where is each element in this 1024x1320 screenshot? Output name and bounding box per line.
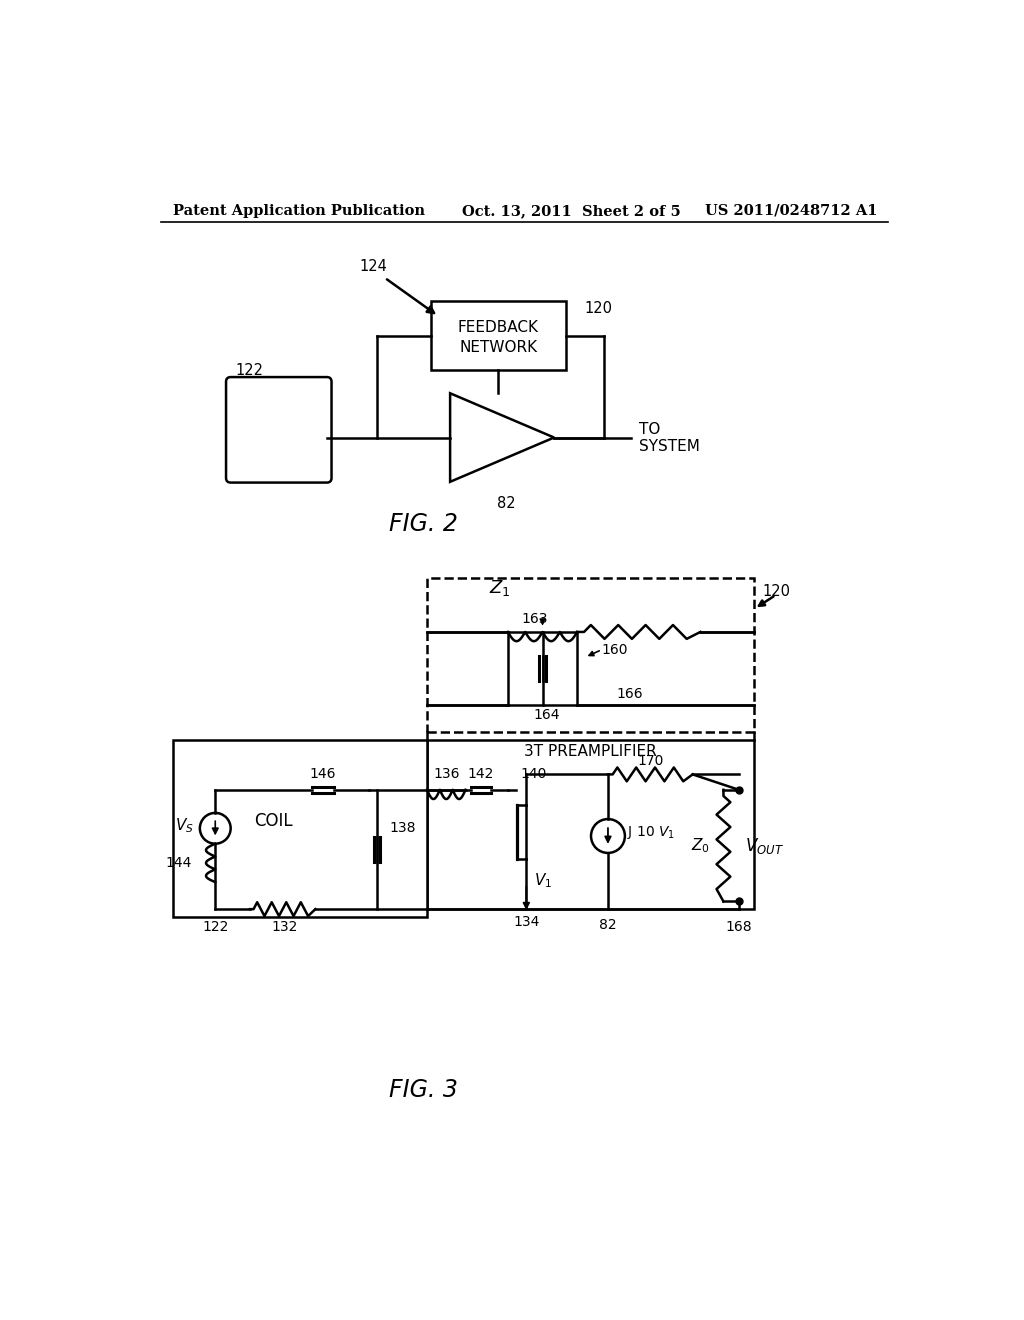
Bar: [427, 739, 755, 909]
Text: FIG. 3: FIG. 3: [389, 1078, 458, 1102]
Text: 163: 163: [521, 612, 548, 626]
Text: 144: 144: [166, 855, 193, 870]
Bar: [427, 578, 755, 733]
Text: 146: 146: [310, 767, 336, 781]
Text: 132: 132: [271, 920, 298, 933]
Circle shape: [591, 818, 625, 853]
Text: US 2011/0248712 A1: US 2011/0248712 A1: [705, 203, 878, 218]
Text: NETWORK: NETWORK: [459, 339, 538, 355]
Text: 168: 168: [726, 920, 753, 933]
Text: 134: 134: [513, 915, 540, 929]
Text: 136: 136: [433, 767, 460, 781]
Text: $Z_0$: $Z_0$: [690, 837, 710, 855]
Text: 120: 120: [585, 301, 612, 315]
Text: $Z_1$: $Z_1$: [489, 578, 511, 598]
Text: 142: 142: [468, 767, 495, 781]
Text: $V_{OUT}$: $V_{OUT}$: [745, 836, 784, 855]
Text: $V_1$: $V_1$: [535, 871, 552, 890]
Text: 120: 120: [762, 585, 790, 599]
Bar: [173, 739, 427, 917]
Text: 124: 124: [359, 259, 387, 273]
Text: J 10 $V_1$: J 10 $V_1$: [628, 824, 675, 841]
Text: FEEDBACK: FEEDBACK: [458, 321, 539, 335]
Text: Patent Application Publication: Patent Application Publication: [173, 203, 425, 218]
Text: COIL: COIL: [254, 812, 292, 829]
Text: 138: 138: [389, 821, 416, 836]
FancyBboxPatch shape: [226, 378, 332, 483]
Text: TO: TO: [639, 422, 660, 437]
Text: 82: 82: [599, 917, 616, 932]
Text: 122: 122: [236, 363, 264, 378]
Text: 140: 140: [520, 767, 547, 781]
Text: 160: 160: [602, 643, 629, 656]
Text: 166: 166: [616, 686, 643, 701]
Text: 170: 170: [637, 754, 664, 767]
Circle shape: [200, 813, 230, 843]
Text: 122: 122: [202, 920, 228, 933]
Text: SYSTEM: SYSTEM: [639, 438, 699, 454]
Text: 3T PREAMPLIFIER: 3T PREAMPLIFIER: [524, 743, 657, 759]
Text: Oct. 13, 2011  Sheet 2 of 5: Oct. 13, 2011 Sheet 2 of 5: [462, 203, 680, 218]
Bar: [431, 301, 565, 370]
Polygon shape: [451, 393, 554, 482]
Text: $V_S$: $V_S$: [175, 816, 194, 834]
Text: 164: 164: [534, 708, 559, 722]
Text: FIG. 2: FIG. 2: [389, 512, 458, 536]
Text: 82: 82: [497, 496, 515, 511]
